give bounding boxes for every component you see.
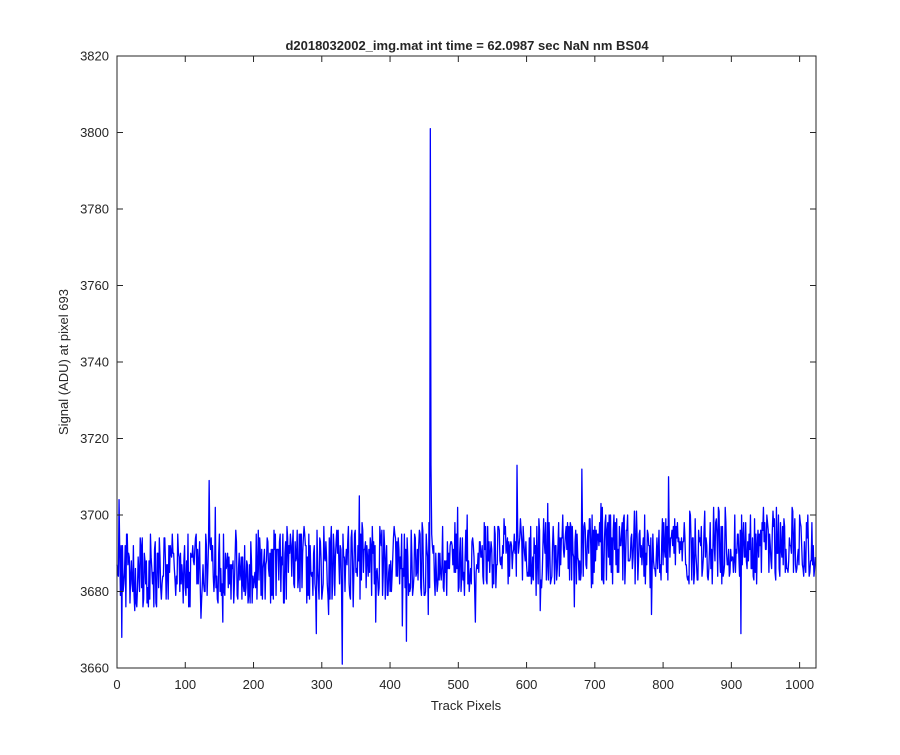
x-tick-label: 1000 xyxy=(785,677,814,692)
x-tick-label: 100 xyxy=(174,677,196,692)
y-tick-label: 3780 xyxy=(80,202,109,217)
x-tick-label: 0 xyxy=(113,677,120,692)
y-axis-ticks: 3660 3680 3700 3720 3740 3760 3780 3800 3820 xyxy=(80,49,816,676)
x-tick-label: 400 xyxy=(379,677,401,692)
y-tick-label: 3680 xyxy=(80,584,109,599)
y-tick-label: 3700 xyxy=(80,508,109,523)
x-tick-label: 700 xyxy=(584,677,606,692)
y-axis-label: Signal (ADU) at pixel 693 xyxy=(56,289,71,435)
series-line xyxy=(116,128,816,665)
y-tick-label: 3800 xyxy=(80,125,109,140)
y-tick-label: 3740 xyxy=(80,355,109,370)
x-tick-label: 900 xyxy=(721,677,743,692)
plot-area xyxy=(117,56,816,668)
x-tick-label: 500 xyxy=(447,677,469,692)
x-tick-label: 600 xyxy=(516,677,538,692)
x-tick-label: 200 xyxy=(243,677,265,692)
y-tick-label: 3660 xyxy=(80,661,109,676)
y-tick-label: 3760 xyxy=(80,278,109,293)
x-tick-label: 300 xyxy=(311,677,333,692)
series-layer xyxy=(116,128,816,665)
x-axis-ticks: 0 100 200 300 400 500 600 700 800 900 1000 xyxy=(113,56,814,692)
y-tick-label: 3820 xyxy=(80,49,109,64)
x-axis-label: Track Pixels xyxy=(431,698,502,713)
chart-title: d2018032002_img.mat int time = 62.0987 s… xyxy=(285,38,649,53)
x-tick-label: 800 xyxy=(652,677,674,692)
y-tick-label: 3720 xyxy=(80,431,109,446)
